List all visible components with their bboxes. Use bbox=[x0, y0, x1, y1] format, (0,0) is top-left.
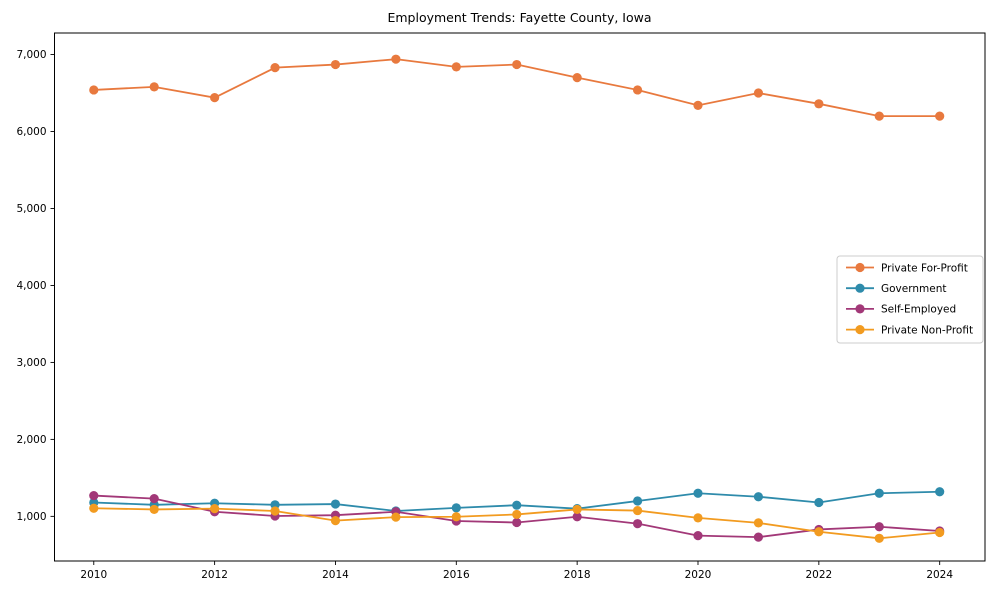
series-marker-private-for-profit-2010 bbox=[89, 85, 99, 95]
y-tick-label-5000: 5,000 bbox=[16, 203, 46, 215]
y-tick-label-7000: 7,000 bbox=[16, 49, 46, 61]
series-marker-private-for-profit-2016 bbox=[451, 62, 461, 72]
y-tick-label-3000: 3,000 bbox=[16, 357, 46, 369]
series-marker-private-for-profit-2018 bbox=[572, 73, 582, 83]
series-marker-private-non-profit-2012 bbox=[210, 504, 220, 514]
series-marker-self-employed-2018 bbox=[572, 512, 582, 522]
series-marker-private-for-profit-2021 bbox=[753, 88, 764, 98]
series-marker-private-non-profit-2020 bbox=[693, 513, 703, 523]
series-marker-private-non-profit-2013 bbox=[270, 506, 280, 516]
series-marker-government-2023 bbox=[874, 488, 884, 498]
series-marker-self-employed-2010 bbox=[89, 490, 99, 501]
plot-border bbox=[54, 32, 986, 562]
legend-marker-government bbox=[855, 283, 865, 293]
series-marker-private-for-profit-2023 bbox=[874, 111, 884, 121]
series-marker-self-employed-2017 bbox=[512, 517, 522, 528]
series-marker-private-for-profit-2012 bbox=[210, 93, 220, 103]
series-marker-private-for-profit-2014 bbox=[330, 59, 341, 70]
y-tick-label-1000: 1,000 bbox=[16, 511, 46, 523]
series-marker-government-2022 bbox=[814, 497, 824, 508]
x-tick-label-2010: 2010 bbox=[80, 569, 107, 581]
x-tick-label-2016: 2016 bbox=[443, 569, 470, 581]
series-marker-self-employed-2020 bbox=[693, 531, 703, 541]
series-marker-private-non-profit-2024 bbox=[935, 527, 945, 538]
series-marker-self-employed-2011 bbox=[149, 494, 159, 504]
series-marker-private-for-profit-2011 bbox=[149, 82, 159, 92]
series-marker-private-non-profit-2016 bbox=[451, 512, 461, 522]
series-marker-self-employed-2023 bbox=[874, 522, 884, 532]
series-marker-private-non-profit-2017 bbox=[512, 509, 522, 520]
legend-label-private-non-profit: Private Non-Profit bbox=[881, 324, 973, 336]
x-tick-label-2014: 2014 bbox=[322, 569, 349, 581]
series-marker-government-2021 bbox=[753, 492, 764, 502]
chart-title: Employment Trends: Fayette County, Iowa bbox=[387, 10, 652, 25]
legend-label-government: Government bbox=[881, 283, 946, 295]
series-marker-private-non-profit-2022 bbox=[814, 527, 824, 537]
series-marker-private-for-profit-2020 bbox=[693, 100, 703, 110]
series-marker-private-for-profit-2017 bbox=[512, 59, 522, 70]
series-marker-private-non-profit-2011 bbox=[149, 504, 159, 515]
series-marker-government-2019 bbox=[632, 496, 643, 506]
series-marker-private-for-profit-2013 bbox=[270, 63, 280, 73]
legend-marker-private-for-profit bbox=[855, 262, 865, 273]
series-marker-private-for-profit-2024 bbox=[935, 111, 945, 121]
x-tick-label-2012: 2012 bbox=[201, 569, 228, 581]
series-marker-private-for-profit-2015 bbox=[391, 54, 401, 64]
legend-marker-private-non-profit bbox=[855, 325, 865, 335]
series-marker-government-2024 bbox=[935, 487, 945, 497]
series-marker-private-non-profit-2014 bbox=[330, 515, 341, 526]
series-marker-private-non-profit-2023 bbox=[874, 533, 884, 543]
x-tick-label-2020: 2020 bbox=[685, 569, 712, 581]
series-marker-private-for-profit-2019 bbox=[632, 85, 643, 95]
legend-box bbox=[836, 255, 984, 344]
legend-label-private-for-profit: Private For-Profit bbox=[881, 262, 968, 274]
legend-label-self-employed: Self-Employed bbox=[881, 304, 956, 316]
series-marker-government-2017 bbox=[512, 500, 522, 510]
x-tick-label-2022: 2022 bbox=[805, 569, 832, 581]
series-marker-self-employed-2019 bbox=[632, 519, 643, 529]
series-marker-private-for-profit-2022 bbox=[814, 99, 824, 109]
series-marker-private-non-profit-2018 bbox=[572, 504, 582, 515]
legend-marker-self-employed bbox=[855, 304, 865, 314]
series-marker-private-non-profit-2010 bbox=[89, 503, 99, 513]
series-marker-private-non-profit-2021 bbox=[753, 518, 764, 528]
series-marker-government-2020 bbox=[693, 488, 703, 498]
x-tick-label-2018: 2018 bbox=[564, 569, 591, 581]
y-tick-label-2000: 2,000 bbox=[16, 434, 46, 446]
series-marker-private-non-profit-2019 bbox=[632, 505, 643, 516]
x-tick-label-2024: 2024 bbox=[926, 569, 953, 581]
y-tick-label-4000: 4,000 bbox=[16, 280, 46, 292]
series-marker-self-employed-2021 bbox=[753, 532, 764, 542]
series-marker-government-2014 bbox=[330, 499, 341, 509]
series-marker-private-non-profit-2015 bbox=[391, 512, 401, 522]
y-tick-label-6000: 6,000 bbox=[16, 126, 46, 138]
series-marker-government-2016 bbox=[451, 503, 461, 513]
